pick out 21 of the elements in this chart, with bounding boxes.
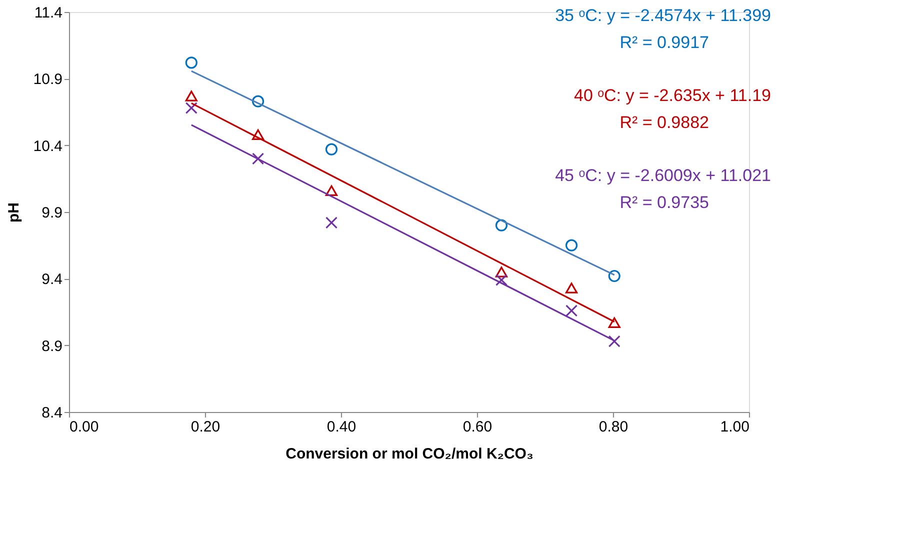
y-tick-label: 8.9: [42, 338, 62, 355]
annotation: R² = 0.9882: [620, 113, 709, 132]
y-tick-label: 10.9: [33, 71, 62, 88]
y-tick-label: 11.4: [34, 4, 62, 22]
x-tick-label: 0.40: [326, 418, 356, 436]
x-tick-label: 0.60: [462, 418, 492, 436]
x-tick-label: 1.00: [720, 418, 750, 436]
x-tick-label: 0.80: [598, 418, 628, 436]
y-tick-label: 8.4: [42, 404, 62, 422]
x-tick-label: 0.00: [70, 418, 99, 436]
x-tick-label: 0.20: [190, 418, 220, 436]
y-tick-label: 9.9: [42, 204, 62, 222]
annotation: R² = 0.9735: [620, 193, 709, 212]
annotation: 40 ᵒC: y = -2.635x + 11.19: [574, 86, 771, 105]
x-axis-title: Conversion or mol CO₂/mol K₂CO₃: [286, 446, 534, 462]
y-tick-label: 10.4: [33, 138, 62, 155]
annotation: 35 ᵒC: y = -2.4574x + 11.399: [555, 6, 771, 25]
y-axis-title: pH: [5, 202, 22, 222]
annotation: R² = 0.9917: [620, 33, 709, 52]
annotation: 45 ᵒC: y = -2.6009x + 11.021: [555, 166, 771, 185]
y-tick-label: 9.4: [42, 271, 62, 288]
